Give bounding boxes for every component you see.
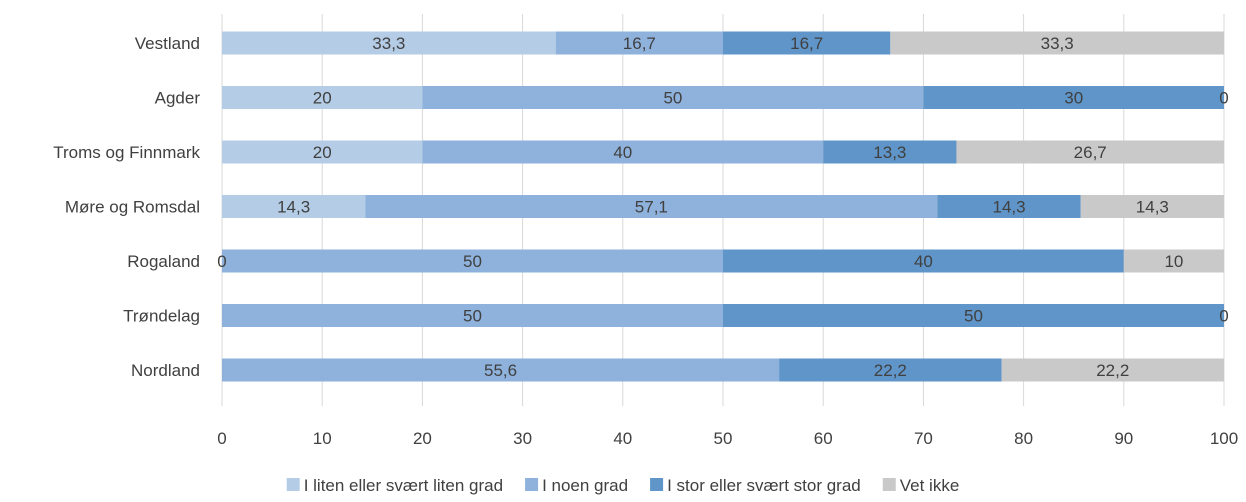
data-label: 40 [914,252,933,271]
data-label: 57,1 [635,198,668,217]
data-label: 33,3 [1041,34,1074,53]
bar-segment [422,86,924,109]
x-tick-label: 90 [1114,429,1133,448]
legend-label: Vet ikke [900,476,960,495]
data-label: 33,3 [372,34,405,53]
x-tick-label: 30 [513,429,532,448]
legend-swatch [650,478,664,491]
data-label: 22,2 [874,361,907,380]
legend-item: I stor eller svært stor grad [650,476,861,495]
x-tick-label: 40 [613,429,632,448]
data-label: 50 [663,89,682,108]
bar-segment [365,195,938,218]
legend: I liten eller svært liten grad I noen gra… [286,476,960,495]
x-tick-label: 60 [814,429,833,448]
legend-swatch [286,478,300,491]
x-tick-label: 100 [1210,429,1238,448]
data-label: 22,2 [1096,361,1129,380]
bar-segment [823,140,957,164]
category-label: Rogaland [127,252,200,271]
x-tick-label: 80 [1014,429,1033,448]
data-label: 0 [1219,307,1228,326]
data-label: 26,7 [1074,143,1107,162]
legend-item: Vet ikke [882,476,960,495]
bar-segment [1080,195,1224,218]
data-label: 10 [1164,252,1183,271]
bar-segment [779,358,1002,382]
bar-segment [222,249,723,273]
data-labels: 33,3 16,7 16,7 33,3 20 50 30 0 20 40 13,3 26,7 14,3 5… [217,34,1228,380]
legend-item: I liten eller svært liten grad [286,476,503,495]
bar-segment [222,86,423,109]
bar-segment [1123,249,1224,273]
bar-segment [222,304,723,327]
legend-label: I stor eller svært stor grad [667,476,861,495]
value-axis: 0 10 20 30 40 50 60 70 80 90 100 [217,429,1238,448]
category-label: Trøndelag [123,307,200,326]
data-label: 20 [313,143,332,162]
category-label: Nordland [131,361,200,380]
data-label: 13,3 [873,143,906,162]
bar-segment [890,31,1224,55]
bar-segment [723,31,891,55]
category-axis: Vestland Agder Troms og Finnmark Møre og Ro… [53,34,200,380]
bar-segment [422,140,824,164]
legend-item: I noen grad [525,476,628,495]
bar-segment [956,140,1224,164]
bar-segment [1001,358,1224,382]
bar-segment [923,86,1224,109]
bar-segment [222,358,780,382]
bar-segment [222,31,556,55]
data-label: 55,6 [484,361,517,380]
data-label: 50 [964,307,983,326]
data-label: 14,3 [277,198,310,217]
data-label: 50 [463,252,482,271]
category-label: Vestland [135,34,200,53]
data-label: 0 [1219,89,1228,108]
category-label: Troms og Finnmark [53,143,200,162]
category-label: Møre og Romsdal [65,198,200,217]
bar-segment [723,304,1224,327]
data-label: 14,3 [993,198,1026,217]
data-label: 20 [313,89,332,108]
data-label: 30 [1064,89,1083,108]
x-tick-label: 0 [217,429,226,448]
data-label: 0 [217,252,226,271]
bar-segment [937,195,1081,218]
x-tick-label: 70 [914,429,933,448]
legend-label: I liten eller svært liten grad [304,476,503,495]
category-label: Agder [155,89,201,108]
bar-segment [555,31,723,55]
legend-swatch [525,478,539,491]
bars [222,31,1224,382]
bar-segment [222,195,366,218]
x-tick-label: 20 [413,429,432,448]
x-tick-label: 10 [313,429,332,448]
legend-label: I noen grad [542,476,628,495]
data-label: 50 [463,307,482,326]
data-label: 40 [613,143,632,162]
bar-segment [222,140,423,164]
data-label: 16,7 [623,34,656,53]
data-label: 14,3 [1136,198,1169,217]
x-tick-label: 50 [714,429,733,448]
bar-segment [723,249,1124,273]
legend-swatch [882,478,896,491]
data-label: 16,7 [790,34,823,53]
